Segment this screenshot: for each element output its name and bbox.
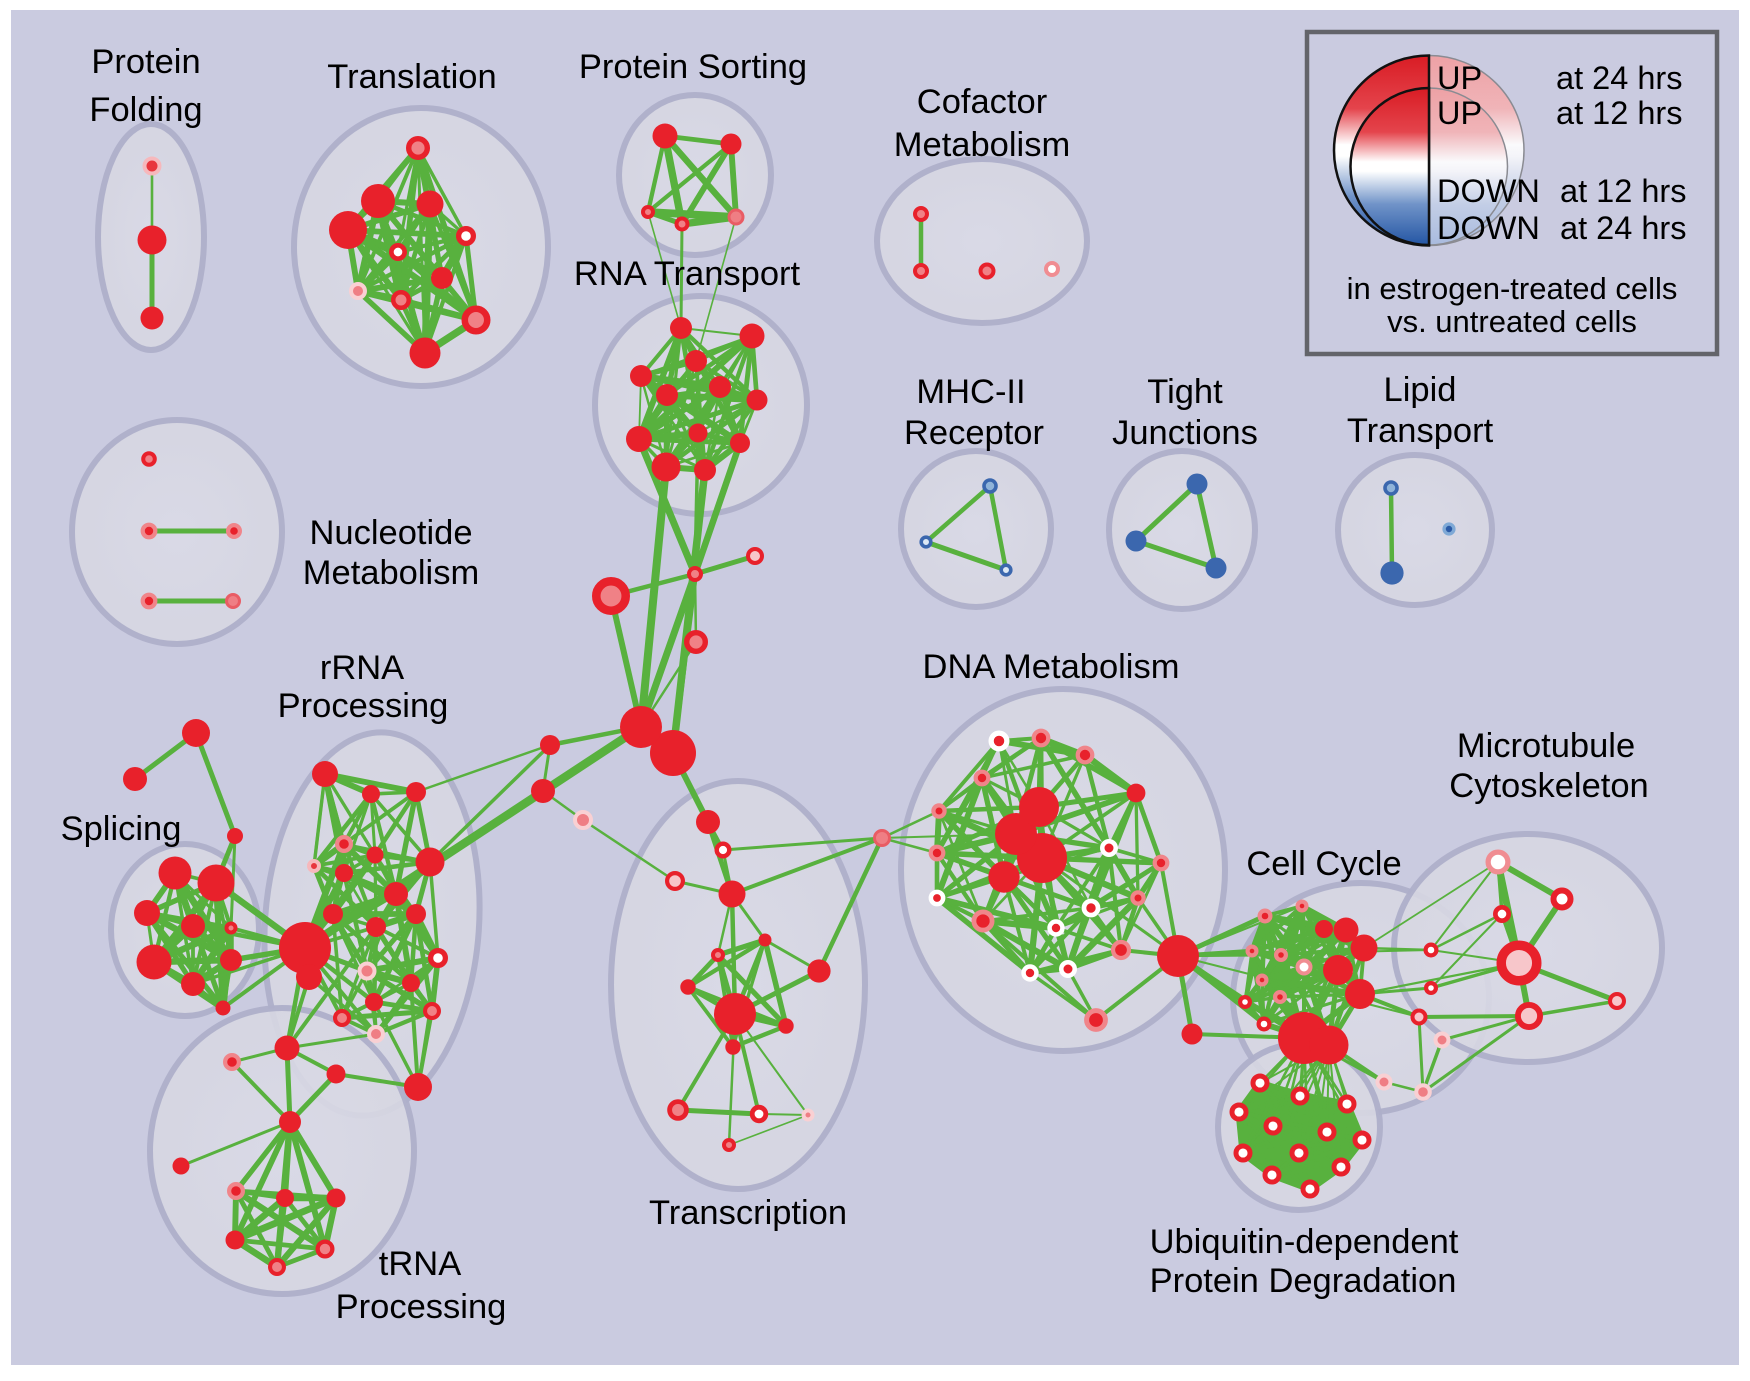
svg-text:tRNA: tRNA <box>379 1245 461 1283</box>
svg-text:Nucleotide: Nucleotide <box>309 514 472 552</box>
svg-text:Cytoskeleton: Cytoskeleton <box>1449 767 1648 805</box>
svg-text:Protein: Protein <box>91 43 200 81</box>
svg-text:DNA Metabolism: DNA Metabolism <box>923 648 1180 686</box>
svg-text:Folding: Folding <box>89 91 202 129</box>
svg-text:Receptor: Receptor <box>904 414 1044 452</box>
svg-text:rRNA: rRNA <box>320 649 404 687</box>
svg-text:UP: UP <box>1437 60 1482 96</box>
svg-text:Lipid: Lipid <box>1384 371 1457 409</box>
svg-text:Transport: Transport <box>1347 412 1494 450</box>
svg-text:DOWN: DOWN <box>1437 173 1540 209</box>
svg-text:at 24 hrs: at 24 hrs <box>1556 60 1682 96</box>
svg-text:Processing: Processing <box>278 687 449 725</box>
svg-text:in estrogen-treated cells: in estrogen-treated cells <box>1347 271 1678 306</box>
svg-text:Tight: Tight <box>1147 373 1223 411</box>
svg-text:Protein Sorting: Protein Sorting <box>579 48 807 86</box>
svg-text:Translation: Translation <box>327 58 496 96</box>
svg-text:Metabolism: Metabolism <box>894 126 1070 164</box>
svg-text:Splicing: Splicing <box>61 810 182 848</box>
svg-text:Protein Degradation: Protein Degradation <box>1150 1262 1457 1300</box>
svg-text:Ubiquitin-dependent: Ubiquitin-dependent <box>1150 1223 1459 1261</box>
svg-text:Junctions: Junctions <box>1112 414 1258 452</box>
svg-text:Metabolism: Metabolism <box>303 554 479 592</box>
svg-text:Cofactor: Cofactor <box>917 83 1047 121</box>
svg-text:Transcription: Transcription <box>649 1194 847 1232</box>
svg-text:RNA Transport: RNA Transport <box>574 255 801 293</box>
svg-text:UP: UP <box>1437 95 1482 131</box>
svg-text:Processing: Processing <box>336 1288 507 1326</box>
svg-text:DOWN: DOWN <box>1437 210 1540 246</box>
svg-text:MHC-II: MHC-II <box>916 373 1025 411</box>
svg-text:Microtubule: Microtubule <box>1457 727 1635 765</box>
svg-text:vs. untreated cells: vs. untreated cells <box>1387 304 1637 339</box>
svg-text:at 12 hrs: at 12 hrs <box>1556 95 1682 131</box>
svg-text:at 24 hrs: at 24 hrs <box>1560 210 1686 246</box>
svg-text:at 12 hrs: at 12 hrs <box>1560 173 1686 209</box>
svg-text:Cell Cycle: Cell Cycle <box>1246 845 1401 883</box>
